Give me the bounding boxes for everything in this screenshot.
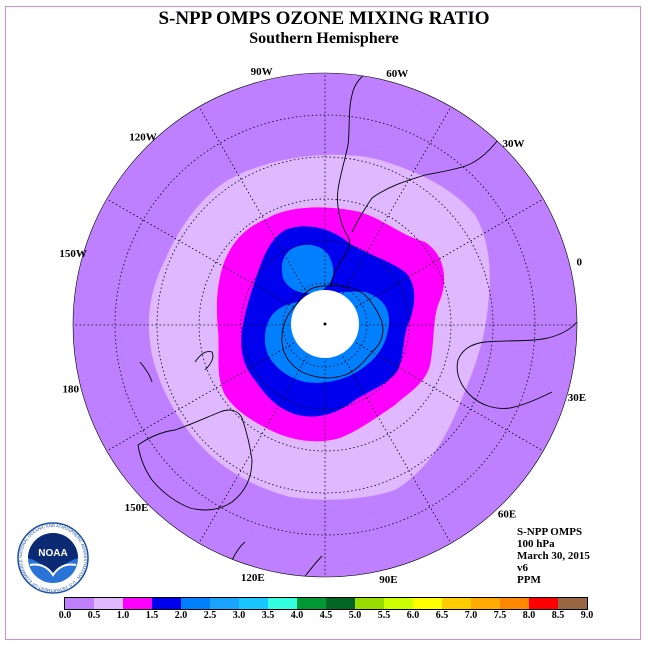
info-instrument: S-NPP OMPS: [517, 526, 583, 538]
south-pole-marker: [323, 322, 327, 326]
colorbar-tick-label: 6.5: [435, 610, 449, 621]
colorbar: [64, 597, 588, 610]
noaa-logo: NOAA NATIONAL OCEANIC AND ATMOSPHERIC AD…: [16, 521, 90, 595]
map-subtitle: Southern Hemisphere: [249, 30, 399, 47]
colorbar-tick-label: 3.0: [232, 610, 246, 621]
colorbar-segment: [384, 598, 413, 609]
colorbar-tick-label: 0.5: [87, 610, 101, 621]
plot-frame: [5, 6, 641, 640]
plot-info: S-NPP OMPS 100 hPa March 30, 2015 v6 PPM: [517, 526, 590, 586]
colorbar-segment: [442, 598, 471, 609]
longitude-label: 120E: [241, 572, 265, 584]
colorbar-tick-label: 2.0: [174, 610, 188, 621]
longitude-label: 30W: [503, 138, 525, 150]
longitude-label: 180: [63, 383, 80, 395]
colorbar-tick-label: 4.0: [290, 610, 304, 621]
longitude-label: 90W: [251, 66, 273, 78]
longitude-label: 90E: [379, 574, 397, 586]
colorbar-tick-label: 7.0: [464, 610, 478, 621]
map-title: S-NPP OMPS OZONE MIXING RATIO: [158, 8, 490, 29]
colorbar-tick-label: 8.5: [551, 610, 565, 621]
longitude-label: 120W: [129, 132, 157, 144]
longitude-label: 0: [576, 257, 582, 269]
colorbar-tick-label: 6.0: [406, 610, 420, 621]
noaa-logo-text: NOAA: [38, 548, 67, 559]
colorbar-tick-label: 4.5: [319, 610, 333, 621]
colorbar-segment: [94, 598, 123, 609]
longitude-label: 150W: [59, 248, 87, 260]
colorbar-segment: [152, 598, 181, 609]
info-version: v6: [517, 562, 528, 574]
colorbar-tick-label: 8.0: [522, 610, 536, 621]
colorbar-segment: [268, 598, 297, 609]
colorbar-tick-label: 0.0: [58, 610, 72, 621]
colorbar-segment: [181, 598, 210, 609]
info-pressure-level: 100 hPa: [517, 538, 555, 550]
colorbar-segment: [500, 598, 529, 609]
colorbar-ticks: 0.0 0.5 1.0 1.5 2.0 2.5 3.0 3.5 4.0 4.5 5.0 5.5 6.0 6…: [0, 610, 648, 624]
colorbar-segment: [529, 598, 558, 609]
longitude-label: 60W: [386, 68, 408, 80]
longitude-label: 60E: [498, 509, 516, 521]
colorbar-segment: [413, 598, 442, 609]
colorbar-tick-label: 2.5: [203, 610, 217, 621]
longitude-label: 150E: [125, 502, 149, 514]
coastlines: [137, 73, 577, 577]
colorbar-segment: [558, 598, 587, 609]
colorbar-tick-label: 1.5: [145, 610, 159, 621]
colorbar-segment: [355, 598, 384, 609]
colorbar-tick-label: 1.0: [116, 610, 130, 621]
colorbar-segment: [297, 598, 326, 609]
colorbar-tick-label: 5.0: [348, 610, 362, 621]
colorbar-segment: [326, 598, 355, 609]
colorbar-segment: [239, 598, 268, 609]
colorbar-tick-label: 3.5: [261, 610, 275, 621]
colorbar-tick-label: 5.5: [377, 610, 391, 621]
info-units: PPM: [517, 574, 541, 586]
info-date: March 30, 2015: [517, 550, 590, 562]
colorbar-segment: [210, 598, 239, 609]
colorbar-segment: [65, 598, 94, 609]
colorbar-segment: [123, 598, 152, 609]
colorbar-tick-label: 9.0: [580, 610, 594, 621]
colorbar-segment: [471, 598, 500, 609]
longitude-label: 30E: [568, 392, 586, 404]
colorbar-tick-label: 7.5: [493, 610, 507, 621]
